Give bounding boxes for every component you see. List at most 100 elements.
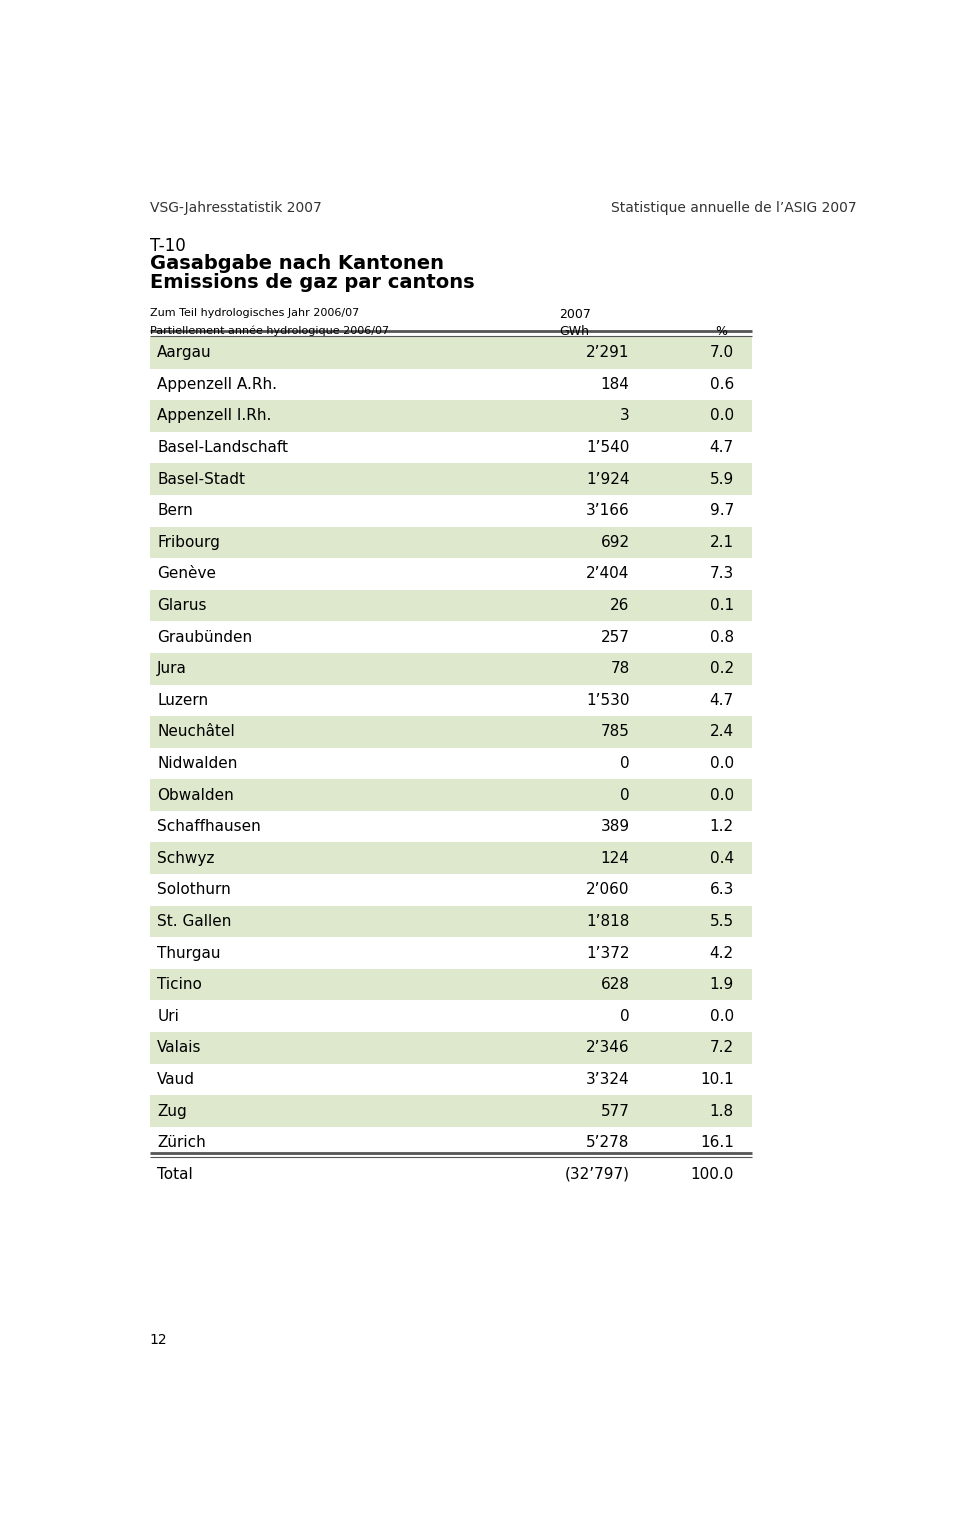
- Text: 0: 0: [620, 787, 630, 802]
- Text: (32’797): (32’797): [564, 1167, 630, 1182]
- Text: Luzern: Luzern: [157, 694, 208, 707]
- Text: 2’346: 2’346: [586, 1041, 630, 1055]
- Text: 1.8: 1.8: [709, 1104, 733, 1119]
- Text: Solothurn: Solothurn: [157, 882, 231, 897]
- Bar: [150, 842, 753, 874]
- Text: Bern: Bern: [157, 504, 193, 517]
- Text: T-10: T-10: [150, 237, 185, 254]
- Text: 6.3: 6.3: [709, 882, 733, 897]
- Text: 1’530: 1’530: [587, 694, 630, 707]
- Text: Zürich: Zürich: [157, 1134, 206, 1150]
- Bar: [150, 717, 753, 747]
- Text: Emissions de gaz par cantons: Emissions de gaz par cantons: [150, 274, 474, 292]
- Text: Total: Total: [157, 1167, 193, 1182]
- Text: 5.9: 5.9: [709, 472, 733, 487]
- Text: 0.0: 0.0: [709, 409, 733, 424]
- Text: 628: 628: [601, 977, 630, 992]
- Text: 1.9: 1.9: [709, 977, 733, 992]
- Text: 100.0: 100.0: [690, 1167, 733, 1182]
- Bar: [150, 527, 753, 559]
- Text: 184: 184: [601, 377, 630, 392]
- Text: Neuchâtel: Neuchâtel: [157, 724, 235, 739]
- Text: Zug: Zug: [157, 1104, 187, 1119]
- Text: 16.1: 16.1: [700, 1134, 733, 1150]
- Text: Aargau: Aargau: [157, 346, 212, 360]
- Bar: [150, 589, 753, 622]
- Bar: [150, 652, 753, 684]
- Text: 577: 577: [601, 1104, 630, 1119]
- Text: 4.7: 4.7: [709, 439, 733, 455]
- Text: 26: 26: [611, 599, 630, 612]
- Text: 0.1: 0.1: [709, 599, 733, 612]
- Text: 12: 12: [150, 1334, 167, 1347]
- Text: 3: 3: [620, 409, 630, 424]
- Text: 3’324: 3’324: [586, 1072, 630, 1087]
- Text: Schwyz: Schwyz: [157, 851, 215, 865]
- Text: Genève: Genève: [157, 566, 216, 582]
- Text: 2’060: 2’060: [587, 882, 630, 897]
- Text: 10.1: 10.1: [700, 1072, 733, 1087]
- Text: Valais: Valais: [157, 1041, 202, 1055]
- Text: %: %: [715, 325, 728, 338]
- Text: Gasabgabe nach Kantonen: Gasabgabe nach Kantonen: [150, 254, 444, 274]
- Text: Appenzell I.Rh.: Appenzell I.Rh.: [157, 409, 272, 424]
- Text: Thurgau: Thurgau: [157, 946, 221, 960]
- Text: Basel-Stadt: Basel-Stadt: [157, 472, 245, 487]
- Text: Fribourg: Fribourg: [157, 534, 220, 550]
- Text: 78: 78: [611, 661, 630, 677]
- Text: 0.4: 0.4: [709, 851, 733, 865]
- Bar: [150, 337, 753, 369]
- Bar: [150, 1095, 753, 1127]
- Text: 1’924: 1’924: [587, 472, 630, 487]
- Text: VSG-Jahresstatistik 2007: VSG-Jahresstatistik 2007: [150, 202, 322, 216]
- Text: 7.2: 7.2: [709, 1041, 733, 1055]
- Text: 124: 124: [601, 851, 630, 865]
- Text: 1.2: 1.2: [709, 819, 733, 834]
- Text: 692: 692: [601, 534, 630, 550]
- Text: 0.0: 0.0: [709, 787, 733, 802]
- Text: 0: 0: [620, 1009, 630, 1024]
- Bar: [150, 906, 753, 937]
- Text: St. Gallen: St. Gallen: [157, 914, 231, 929]
- Text: Appenzell A.Rh.: Appenzell A.Rh.: [157, 377, 277, 392]
- Text: 1’818: 1’818: [587, 914, 630, 929]
- Text: Glarus: Glarus: [157, 599, 206, 612]
- Text: Uri: Uri: [157, 1009, 180, 1024]
- Text: 2’404: 2’404: [587, 566, 630, 582]
- Text: 7.0: 7.0: [709, 346, 733, 360]
- Text: 785: 785: [601, 724, 630, 739]
- Text: Vaud: Vaud: [157, 1072, 195, 1087]
- Text: 389: 389: [601, 819, 630, 834]
- Text: 3’166: 3’166: [586, 504, 630, 517]
- Bar: [150, 400, 753, 432]
- Text: 5.5: 5.5: [709, 914, 733, 929]
- Text: Obwalden: Obwalden: [157, 787, 234, 802]
- Text: 2007: 2007: [559, 308, 590, 320]
- Text: 7.3: 7.3: [709, 566, 733, 582]
- Text: 5’278: 5’278: [587, 1134, 630, 1150]
- Bar: [150, 969, 753, 1000]
- Bar: [150, 779, 753, 811]
- Bar: [150, 464, 753, 495]
- Text: Ticino: Ticino: [157, 977, 202, 992]
- Text: Nidwalden: Nidwalden: [157, 756, 237, 772]
- Bar: [150, 1032, 753, 1064]
- Text: 1’540: 1’540: [587, 439, 630, 455]
- Text: 4.7: 4.7: [709, 694, 733, 707]
- Text: Schaffhausen: Schaffhausen: [157, 819, 261, 834]
- Text: Partiellement année hydrologique 2006/07: Partiellement année hydrologique 2006/07: [150, 325, 389, 335]
- Text: 0.6: 0.6: [709, 377, 733, 392]
- Text: 2’291: 2’291: [587, 346, 630, 360]
- Text: 0.0: 0.0: [709, 1009, 733, 1024]
- Text: Jura: Jura: [157, 661, 187, 677]
- Text: Basel-Landschaft: Basel-Landschaft: [157, 439, 288, 455]
- Text: Statistique annuelle de l’ASIG 2007: Statistique annuelle de l’ASIG 2007: [611, 202, 856, 216]
- Text: 257: 257: [601, 629, 630, 645]
- Text: 9.7: 9.7: [709, 504, 733, 517]
- Text: GWh: GWh: [559, 325, 589, 338]
- Text: 0.2: 0.2: [709, 661, 733, 677]
- Text: 0.0: 0.0: [709, 756, 733, 772]
- Text: 0.8: 0.8: [709, 629, 733, 645]
- Text: 0: 0: [620, 756, 630, 772]
- Text: Zum Teil hydrologisches Jahr 2006/07: Zum Teil hydrologisches Jahr 2006/07: [150, 308, 359, 317]
